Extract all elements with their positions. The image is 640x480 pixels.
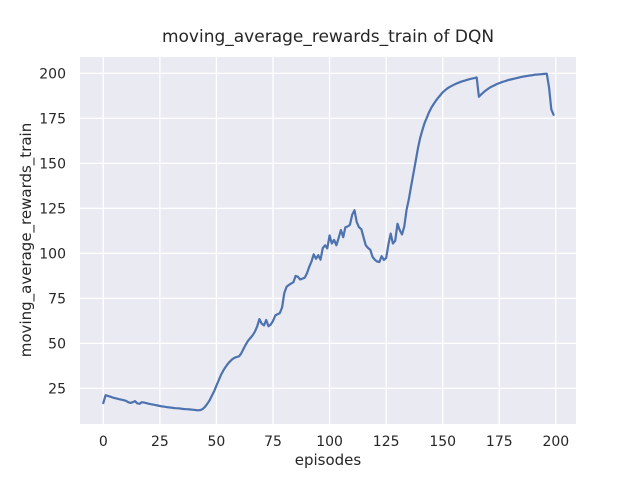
y-tick-label: 50 [48,336,66,352]
y-tick-label: 75 [48,291,66,307]
x-tick-label: 200 [542,434,569,450]
y-tick-label: 125 [39,201,66,217]
x-tick-label: 125 [373,434,400,450]
y-tick-label: 150 [39,156,66,172]
y-axis-label: moving_average_rewards_train [17,122,35,358]
x-axis-label: episodes [294,451,362,469]
y-tick-label: 100 [39,246,66,262]
x-tick-label: 75 [264,434,282,450]
x-tick-label: 50 [208,434,226,450]
y-tick-label: 25 [48,381,66,397]
y-tick-label: 200 [39,66,66,82]
x-tick-label: 25 [151,434,169,450]
x-tick-label: 0 [99,434,108,450]
chart-title: moving_average_rewards_train of DQN [161,27,495,47]
y-tick-label: 175 [39,111,66,127]
x-tick-label: 175 [486,434,513,450]
series-line [102,72,555,412]
x-tick-label: 150 [429,434,456,450]
x-tick-label: 100 [316,434,343,450]
